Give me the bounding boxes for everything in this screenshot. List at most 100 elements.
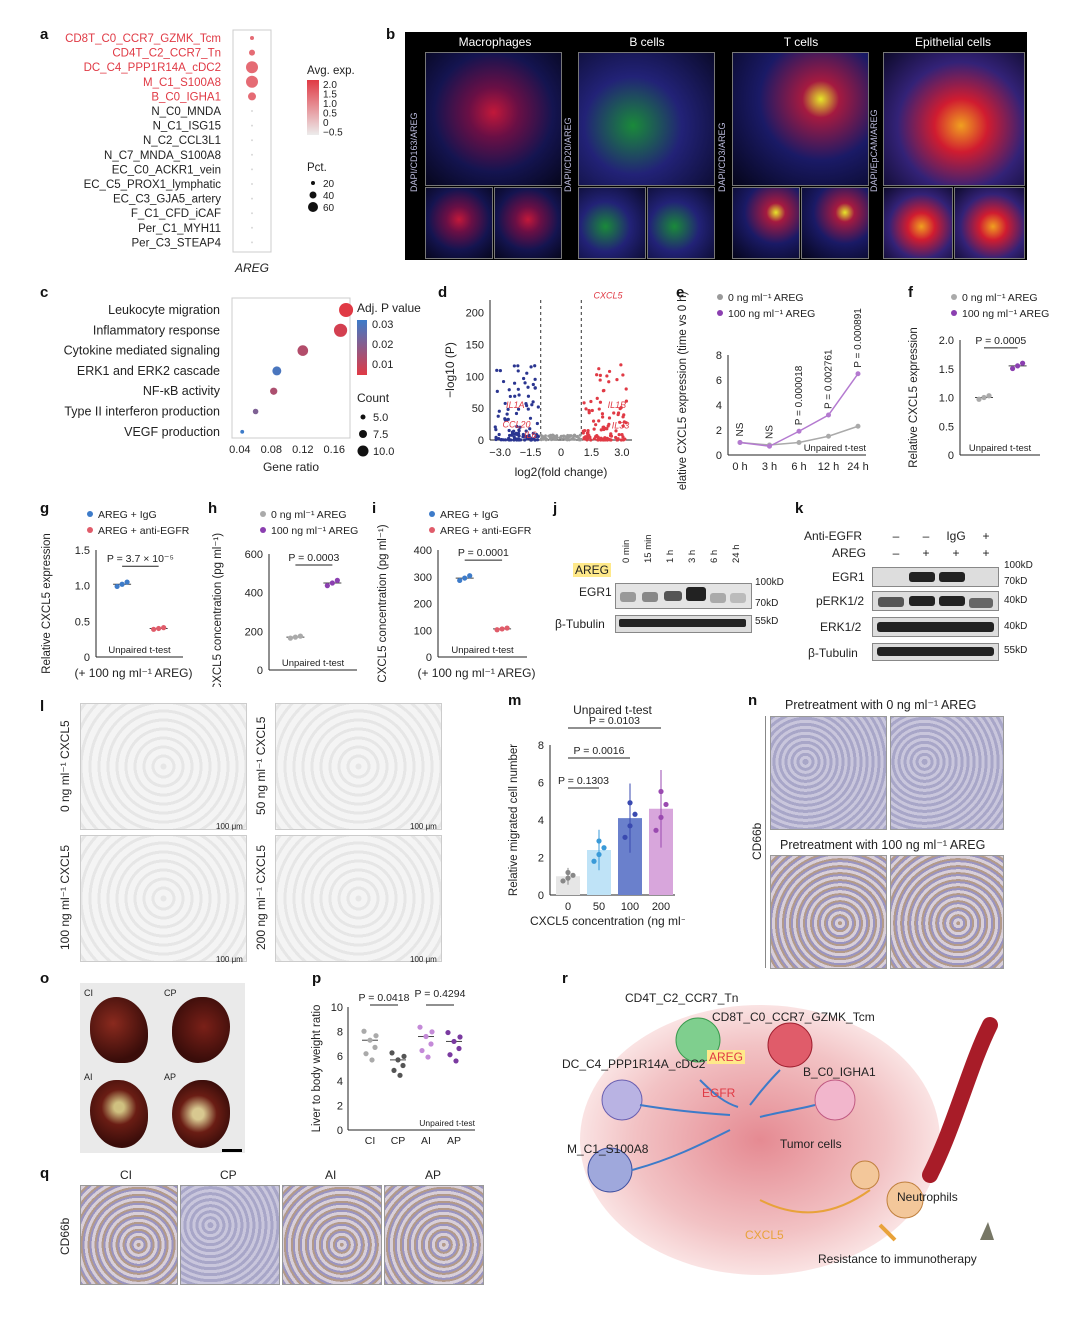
d-point-ns [578, 433, 582, 437]
d-point-down [535, 433, 539, 438]
c-dot [252, 408, 259, 415]
c-term-label: ERK1 and ERK2 cascade [77, 364, 220, 378]
r-label-cd4t: CD4T_C2_CCR7_Tn [625, 991, 739, 1005]
c-legend-count-tick: 5.0 [373, 412, 388, 424]
legend-label-1: 0 ng ml⁻¹ AREG [271, 509, 347, 521]
m-ytick: 6 [538, 778, 544, 790]
panel-c-enrichment: Leukocyte migration Inflammatory response… [64, 297, 421, 474]
a-row-label: M_C1_S100A8 [143, 77, 221, 89]
q-img-ap [384, 1185, 484, 1285]
data-point [161, 625, 167, 631]
d-xtick: 1.5 [584, 447, 599, 459]
e-areg-point [737, 440, 743, 445]
liver-ap [172, 1080, 230, 1148]
n-side-label: CD66b [750, 822, 764, 860]
n-bottom-title: Pretreatment with 100 ng ml⁻¹ AREG [780, 838, 986, 852]
d-point-down [507, 388, 511, 392]
a-row-label: Per_C3_STEAP4 [132, 237, 222, 249]
d-point-up [595, 433, 599, 438]
d-point-down [528, 436, 532, 440]
panel-label-j: j [553, 500, 558, 517]
stain-macro: DAPI/CD163/AREG [409, 112, 419, 192]
m-ytick: 4 [538, 815, 544, 827]
d-point-down [497, 409, 501, 413]
legend-dot-2 [429, 527, 435, 533]
r-label-resistance: Resistance to immunotherapy [818, 1252, 977, 1266]
signal-arrow-1 [699, 1079, 739, 1108]
d-point-up [605, 374, 609, 378]
r-label-cxcl5: CXCL5 [745, 1228, 784, 1242]
d-point-down [505, 412, 509, 416]
d-point-down [516, 407, 521, 411]
p-point [395, 1057, 401, 1063]
a-legend-exp-tick: 1.0 [323, 99, 337, 110]
test-label: Unpaired t-test [451, 645, 514, 656]
d-point-down [533, 438, 537, 442]
m-point [627, 800, 633, 806]
d-point-up [609, 432, 613, 436]
d-point-up [595, 373, 599, 377]
data-point [292, 634, 298, 640]
a-legend-pct-tick: 60 [323, 203, 335, 214]
d-point-up [621, 424, 625, 428]
d-point-up [583, 429, 587, 433]
d-point-up [595, 396, 599, 400]
d-point-down [507, 428, 511, 433]
a-dot [251, 110, 253, 112]
d-point-up [624, 421, 628, 425]
panel-label-d: d [438, 284, 448, 301]
l-well-50 [275, 703, 442, 830]
panel-label-q: q [40, 1165, 50, 1182]
p-point [429, 1029, 435, 1035]
r-label-cd8t: CD8T_C0_CCR7_GZMK_Tcm [712, 1010, 875, 1024]
p-point [397, 1072, 403, 1078]
q-title-cp: CP [220, 1168, 237, 1182]
data-point [1015, 363, 1021, 369]
data-point [151, 626, 157, 632]
n-bottom-zoom [890, 855, 1004, 969]
d-point-up [586, 435, 590, 439]
m-point [570, 872, 576, 878]
c-legend-count-dot [357, 445, 369, 457]
panel-label-n: n [748, 692, 758, 709]
d-point-down [516, 387, 520, 391]
m-point [653, 827, 659, 833]
d-point-down [510, 433, 514, 437]
q-title-ai: AI [325, 1168, 337, 1182]
l-well-200 [275, 835, 442, 962]
p-point [389, 1050, 395, 1056]
legend-label-2: AREG + anti-EGFR [440, 525, 532, 537]
d-point-up [624, 387, 628, 391]
c-term-label: Cytokine mediated signaling [64, 344, 220, 358]
band [642, 592, 658, 602]
m-ytick: 0 [538, 890, 544, 902]
band [877, 647, 994, 656]
l-label-0: 0 ng ml⁻¹ CXCL5 [58, 720, 72, 812]
e-legend-ctrl: 0 ng ml⁻¹ AREG [728, 292, 804, 304]
d-point-down [493, 425, 497, 429]
d-point-down [530, 403, 534, 407]
p-point [425, 1054, 431, 1060]
d-point-down [515, 438, 519, 442]
dc-cell [601, 1079, 643, 1121]
d-ytick: 0 [478, 435, 484, 447]
e-ytick: 6 [716, 375, 722, 387]
data-point [124, 579, 130, 585]
m-xlabel: CXCL5 concentration (ng ml⁻¹) [530, 914, 685, 928]
d-point-down [512, 364, 516, 368]
d-point-down [513, 394, 517, 398]
e-legend-areg: 100 ng ml⁻¹ AREG [728, 308, 815, 320]
d-point-down [516, 369, 520, 373]
d-point-down [528, 416, 533, 420]
d-point-up [608, 438, 612, 442]
m-point [622, 834, 628, 840]
e-pval: NS [765, 425, 776, 439]
a-row-label: N_C0_MNDA [151, 106, 221, 118]
m-point [565, 875, 571, 881]
k-areg-signs: – + + + [882, 546, 992, 562]
a-row-label: B_C0_IGHA1 [151, 91, 221, 103]
a-row-label: EC_C0_ACKR1_vein [112, 164, 221, 176]
l-scale-50: 100 μm [410, 822, 437, 831]
k-sign: – [892, 529, 900, 543]
c-dot [297, 345, 309, 356]
